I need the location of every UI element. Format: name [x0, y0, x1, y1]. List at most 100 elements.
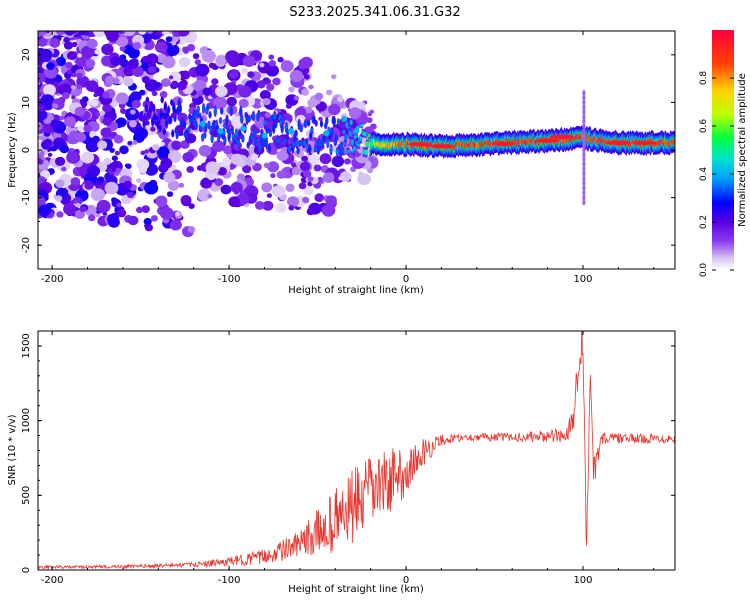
spectrogram-blob-1205: [171, 131, 175, 136]
spectrogram-blob-676: [156, 146, 170, 159]
spectrogram-blob-824: [256, 80, 266, 89]
spectrogram-blob-1110: [100, 127, 112, 138]
spectrogram-blob-1417: [283, 138, 287, 143]
spectrogram-blob-1547: [352, 146, 356, 152]
spectrogram-blob-910: [50, 119, 61, 129]
spectrogram-blob-1081: [303, 170, 312, 178]
spectrogram-blob-261: [277, 56, 284, 63]
spectrogram-blob-463: [126, 191, 135, 199]
spectrogram-blob-1475: [314, 121, 318, 126]
spectrogram-blob-1062: [38, 104, 45, 112]
spectrogram-blob-1503: [329, 146, 333, 154]
spectrogram-ytick-label-3: 10: [21, 96, 32, 109]
spectrogram-blob-911: [304, 106, 313, 114]
spectrogram-blob-1493: [324, 123, 328, 128]
spectrogram-blob-751: [131, 99, 141, 109]
spectrogram-blob-1273: [207, 122, 211, 128]
spectrogram-blob-763: [182, 46, 190, 54]
spectrogram-blob-981: [55, 156, 66, 166]
spectrogram-blob-1209: [173, 116, 177, 121]
spectrogram-blob-2751: [582, 151, 586, 158]
spectrogram-blob-714: [307, 98, 318, 108]
spectrogram-blob-1397: [273, 113, 277, 120]
spectrogram-blob-1054: [212, 140, 225, 152]
spectrogram-blob-1126: [134, 127, 148, 140]
spectrogram-blob-1279: [210, 135, 214, 142]
spectrogram-blob-1107: [74, 132, 87, 143]
spectrogram-blob-1091: [343, 158, 351, 165]
spectrogram-blob-1443: [297, 121, 301, 128]
spectrogram-blob-813: [80, 45, 95, 59]
spectrogram-blob-797: [123, 77, 134, 87]
spectrogram-blob-1167: [151, 118, 155, 125]
spectrogram-blob-2740: [353, 128, 360, 134]
spectrogram-blob-34: [192, 53, 200, 60]
spectrogram-blob-1036: [296, 107, 307, 117]
colorbar-ticks: 0.0 0.2 0.4 0.6 0.8: [699, 71, 734, 277]
spectrogram-blob-212: [73, 197, 83, 206]
spectrogram-blob-2733: [199, 120, 206, 127]
spectrogram-blob-448: [264, 78, 272, 85]
spectrogram-blob-315: [303, 186, 314, 196]
spectrogram-blob-1146: [102, 117, 112, 126]
spectrogram-blob-324: [242, 164, 252, 174]
spectrogram-blob-1413: [281, 117, 285, 124]
spectrogram-blob-1026: [261, 182, 273, 193]
spectrogram-blob-1497: [326, 139, 330, 146]
spectrogram-blob-1121: [56, 211, 64, 218]
spectrogram-blob-2735: [240, 125, 247, 132]
spectrogram-blob-876: [142, 76, 150, 84]
spectrogram-blob-665: [111, 197, 118, 203]
spectrogram-blob-1329: [237, 140, 241, 148]
spectrogram-blob-318: [214, 178, 224, 187]
spectrogram-blob-544: [63, 41, 74, 50]
spectrogram-blob-938: [175, 211, 180, 216]
spectrogram-blob-1111: [55, 31, 66, 36]
spectrogram-blob-2: [326, 89, 333, 96]
snr-ylabel: SNR (10 * v/v): [7, 414, 18, 485]
spectrogram-blob-1077: [93, 31, 107, 37]
spectrogram-blob-1048: [279, 151, 289, 160]
spectrogram-blob-1108: [64, 31, 76, 36]
spectrogram-blob-979: [49, 37, 61, 48]
spectrogram-blob-1513: [334, 135, 338, 142]
spectrogram-blob-1051: [112, 77, 120, 85]
spectrogram-blob-1317: [230, 127, 234, 133]
spectrogram-blob-924: [188, 203, 195, 210]
spectrogram-blob-1058: [225, 50, 240, 64]
spectrogram-blob-1561: [360, 123, 364, 128]
spectrogram-blob-1347: [246, 143, 250, 148]
spectrogram-blob-2755: [582, 132, 586, 139]
spectrogram-y-ticks: -20 -10 0 10 20: [21, 30, 675, 270]
spectrogram-blob-2732: [632, 140, 657, 146]
spectrogram-blob-2736: [261, 132, 268, 139]
spectrogram-blob-1509: [332, 117, 336, 125]
spectrogram-blob-1127: [96, 199, 111, 213]
spectrogram-blob-484: [301, 88, 310, 96]
spectrogram-blob-1138: [97, 140, 108, 150]
colorbar-tick-label-2: 0.4: [699, 167, 709, 182]
spectrogram-blob-1018: [102, 91, 111, 99]
spectrogram-blob-2760: [582, 108, 586, 115]
spectrogram-blob-1455: [303, 120, 308, 127]
spectrogram-blob-456: [127, 47, 140, 59]
spectrogram-blob-2763: [582, 94, 586, 101]
spectrogram-blob-1457: [305, 139, 309, 144]
spectrogram-blob-909: [107, 216, 120, 228]
spectrogram-blob-933: [152, 144, 160, 151]
snr-ytick-label-0: 0: [21, 567, 32, 573]
spectrogram-blob-1112: [77, 53, 82, 58]
spectrogram-blobs: [38, 31, 675, 238]
spectrogram-blob-1525: [341, 149, 345, 154]
spectrogram-blob-821: [226, 96, 237, 107]
spectrogram-blob-1095: [110, 56, 122, 67]
spectrogram-blob-877: [155, 195, 168, 207]
spectrogram-blob-1005: [357, 173, 371, 186]
spectrogram-blob-1185: [160, 97, 164, 102]
spectrogram-blob-1130: [198, 145, 212, 157]
spectrogram-blob-709: [215, 54, 227, 65]
spectrogram-blob-498: [287, 196, 299, 208]
snr-x-ticks: -200 -100 0 100: [41, 331, 655, 586]
snr-xtick-label-1: -100: [218, 575, 241, 586]
spectrogram-blob-1187: [161, 112, 165, 118]
